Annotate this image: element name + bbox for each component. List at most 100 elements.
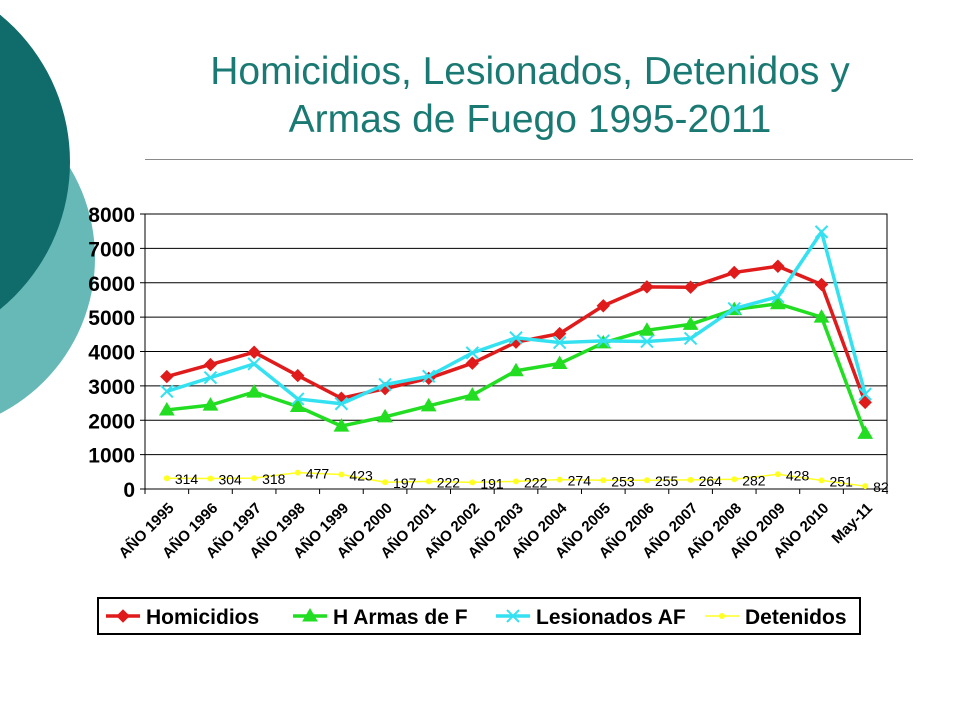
data-point-h-armas-de-f bbox=[682, 316, 699, 330]
data-point-homicidios bbox=[203, 357, 218, 372]
data-point-h-armas-de-f bbox=[158, 401, 175, 416]
data-point-h-armas-de-f bbox=[464, 387, 481, 401]
data-point-homicidios bbox=[247, 345, 261, 359]
legend-label-lesionados-af: Lesionados AF bbox=[536, 606, 686, 629]
data-point-lesionados-af bbox=[160, 384, 174, 399]
legend-marker-h-armas-de-f bbox=[302, 608, 318, 622]
y-tick-label: 0 bbox=[123, 479, 135, 502]
data-point-detenidos bbox=[251, 475, 258, 482]
data-point-h-armas-de-f bbox=[857, 425, 874, 439]
data-label-detenidos: 264 bbox=[699, 473, 723, 489]
data-point-detenidos bbox=[382, 479, 389, 486]
data-label-detenidos: 197 bbox=[393, 475, 417, 491]
data-point-detenidos bbox=[687, 476, 694, 483]
data-point-lesionados-af bbox=[683, 331, 698, 346]
data-point-homicidios bbox=[291, 368, 305, 383]
decor-circle-dark bbox=[0, 14, 70, 310]
data-label-detenidos: 477 bbox=[306, 466, 330, 482]
data-point-h-armas-de-f bbox=[289, 398, 306, 412]
data-point-lesionados-af bbox=[203, 370, 218, 385]
legend-label-homicidios: Homicidios bbox=[146, 606, 259, 629]
title-divider bbox=[145, 159, 913, 160]
data-point-h-armas-de-f bbox=[420, 397, 437, 412]
data-point-h-armas-de-f bbox=[202, 397, 219, 411]
title-line-1: Homicidios, Lesionados, Detenidos y bbox=[210, 50, 850, 93]
data-point-detenidos bbox=[338, 471, 345, 478]
data-point-homicidios bbox=[160, 369, 174, 384]
title-line-2: Armas de Fuego 1995-2011 bbox=[288, 98, 772, 141]
data-point-detenidos bbox=[294, 469, 301, 476]
y-tick-label: 5000 bbox=[88, 307, 135, 330]
data-label-detenidos: 428 bbox=[786, 467, 810, 483]
data-point-homicidios bbox=[640, 280, 654, 294]
data-label-detenidos: 318 bbox=[262, 471, 286, 487]
data-point-h-armas-de-f bbox=[770, 295, 786, 310]
data-point-lesionados-af bbox=[858, 387, 872, 401]
data-point-detenidos bbox=[425, 478, 432, 485]
data-point-homicidios bbox=[596, 299, 611, 313]
data-point-homicidios bbox=[771, 259, 785, 273]
data-point-detenidos bbox=[731, 476, 738, 483]
data-label-detenidos: 304 bbox=[218, 472, 242, 488]
data-point-lesionados-af bbox=[334, 397, 349, 411]
data-point-lesionados-af bbox=[291, 392, 305, 406]
data-point-detenidos bbox=[207, 475, 214, 482]
data-label-detenidos: 222 bbox=[524, 474, 548, 490]
y-tick-label: 3000 bbox=[88, 376, 135, 399]
legend-marker-homicidios bbox=[116, 609, 130, 623]
data-point-detenidos bbox=[818, 477, 825, 484]
data-label-detenidos: 191 bbox=[480, 475, 504, 491]
data-point-homicidios bbox=[814, 277, 829, 292]
data-point-detenidos bbox=[774, 471, 781, 478]
y-tick-label: 7000 bbox=[88, 238, 135, 261]
data-point-lesionados-af bbox=[814, 225, 829, 239]
y-tick-label: 2000 bbox=[88, 410, 135, 433]
data-point-lesionados-af bbox=[771, 290, 785, 304]
y-tick-label: 8000 bbox=[88, 204, 135, 227]
data-point-detenidos bbox=[862, 483, 869, 490]
data-point-h-armas-de-f bbox=[508, 362, 524, 377]
data-label-detenidos: 423 bbox=[349, 467, 373, 483]
data-point-lesionados-af bbox=[247, 357, 261, 371]
x-tick-label: May-11 bbox=[829, 500, 876, 547]
data-point-homicidios bbox=[727, 265, 741, 280]
page-title: Homicidios, Lesionados, Detenidos y Arma… bbox=[150, 48, 910, 144]
legend-label-h-armas-de-f: H Armas de F bbox=[333, 606, 468, 629]
data-label-detenidos: 251 bbox=[830, 473, 854, 489]
data-point-lesionados-af bbox=[727, 301, 741, 316]
data-point-lesionados-af bbox=[552, 335, 567, 350]
data-point-lesionados-af bbox=[378, 377, 392, 392]
data-point-detenidos bbox=[643, 477, 650, 484]
data-point-h-armas-de-f bbox=[246, 384, 262, 398]
y-tick-label: 4000 bbox=[88, 342, 135, 365]
data-point-detenidos bbox=[163, 475, 170, 482]
data-point-h-armas-de-f bbox=[551, 355, 568, 370]
data-point-lesionados-af bbox=[509, 331, 523, 345]
data-point-detenidos bbox=[469, 479, 476, 486]
data-label-detenidos: 255 bbox=[655, 473, 679, 489]
data-label-detenidos: 82 bbox=[873, 479, 889, 495]
y-tick-label: 6000 bbox=[88, 273, 135, 296]
legend-marker-detenidos bbox=[719, 613, 725, 619]
data-point-homicidios bbox=[552, 326, 567, 341]
data-point-homicidios bbox=[465, 356, 480, 370]
data-point-h-armas-de-f bbox=[333, 418, 350, 432]
data-point-detenidos bbox=[600, 477, 607, 484]
data-label-detenidos: 253 bbox=[611, 473, 635, 489]
data-label-detenidos: 314 bbox=[175, 471, 199, 487]
data-label-detenidos: 274 bbox=[568, 473, 592, 489]
y-tick-label: 1000 bbox=[88, 445, 135, 468]
legend-marker-lesionados-af bbox=[506, 609, 520, 623]
data-point-lesionados-af bbox=[465, 346, 480, 360]
data-point-detenidos bbox=[513, 478, 519, 485]
data-point-lesionados-af bbox=[640, 334, 654, 349]
data-label-detenidos: 282 bbox=[742, 472, 766, 488]
data-label-detenidos: 222 bbox=[437, 474, 461, 490]
data-point-h-armas-de-f bbox=[813, 309, 830, 323]
data-point-h-armas-de-f bbox=[639, 322, 655, 336]
legend-label-detenidos: Detenidos bbox=[745, 606, 847, 629]
data-point-homicidios bbox=[858, 395, 872, 410]
